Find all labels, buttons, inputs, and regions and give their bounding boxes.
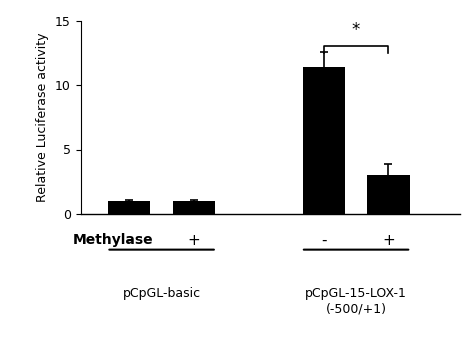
Text: Methylase: Methylase [73, 233, 154, 247]
Bar [108, 201, 150, 214]
Text: *: * [352, 21, 360, 39]
Text: +: + [382, 233, 395, 248]
Bar [173, 201, 215, 214]
Y-axis label: Relative Luciferase activity: Relative Luciferase activity [36, 32, 49, 202]
Bar [302, 67, 345, 214]
Text: pCpGL-15-LOX-1
(-500/+1): pCpGL-15-LOX-1 (-500/+1) [305, 287, 407, 315]
Bar [367, 175, 410, 214]
Text: +: + [188, 233, 201, 248]
Text: -: - [127, 233, 132, 248]
Text: -: - [321, 233, 327, 248]
Text: pCpGL-basic: pCpGL-basic [123, 287, 201, 300]
